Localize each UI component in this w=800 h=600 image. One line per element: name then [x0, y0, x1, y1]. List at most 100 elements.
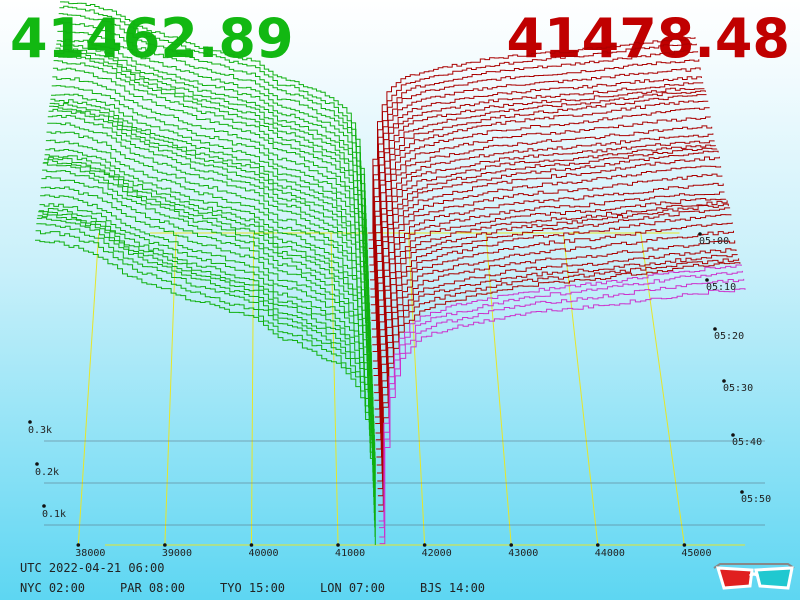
time-tick-marker [713, 327, 717, 331]
x-tick-label: 41000 [335, 548, 365, 559]
ask-depth-line [378, 258, 740, 506]
ask-depth-line [370, 90, 706, 298]
time-tick-marker [705, 278, 709, 282]
time-tick-marker [722, 379, 726, 383]
bid-depth-line [47, 115, 371, 385]
ask-depth-line [375, 203, 729, 441]
ask-depth-line [378, 262, 741, 512]
time-tick-label: 05:50 [741, 494, 771, 505]
bid-depth-line [50, 98, 369, 352]
bid-depth-line [56, 38, 367, 273]
bid-depth-line [55, 47, 367, 289]
x-tick-label: 42000 [422, 548, 452, 559]
ask-depth-line [375, 200, 728, 434]
bid-depth-line [43, 159, 373, 440]
bid-depth-line [41, 176, 373, 465]
ask-depth-line [376, 207, 731, 450]
x-tick-label: 45000 [681, 548, 711, 559]
bid-depth-line [51, 85, 369, 337]
bid-depth-line [35, 239, 376, 545]
ask-depth-line [370, 82, 704, 281]
bid-depth-line [38, 211, 375, 505]
grid-line-x [164, 232, 177, 546]
ask-depth-line [369, 59, 700, 258]
bid-depth-line [47, 122, 371, 393]
x-tick-marker [422, 543, 427, 547]
ask-depth-line [376, 222, 733, 466]
bid-depth-line [38, 208, 375, 497]
bid-depth-line [60, 1, 365, 233]
ask-depth-line [373, 150, 719, 376]
ask-surface [368, 37, 746, 545]
bid-depth-line [52, 67, 368, 321]
bid-depth-line [54, 55, 368, 304]
grid-line-x [485, 232, 512, 546]
x-tick-marker [509, 543, 514, 547]
ask-depth-line [371, 100, 709, 314]
z-tick-label: 0.3k [28, 425, 52, 436]
ask-depth-line [373, 156, 720, 386]
ask-depth-line [371, 116, 711, 330]
z-tick-marker [35, 462, 39, 466]
bid-depth-line [51, 93, 369, 345]
bid-depth-line [56, 43, 367, 281]
x-tick-marker [336, 543, 340, 547]
x-tick-label: 38000 [75, 548, 105, 559]
x-tick-marker [596, 543, 600, 547]
ask-depth-line [375, 198, 727, 424]
timezone-nyc: NYC 02:00 [20, 581, 86, 595]
bid-depth-line [48, 108, 370, 376]
grid-layer [44, 232, 765, 546]
ask-depth-line [379, 270, 743, 529]
bid-depth-line [36, 223, 376, 528]
bid-depth-line [49, 105, 370, 369]
ask-depth-line [374, 182, 724, 410]
bid-depth-line [42, 162, 373, 448]
3d-glasses-icon[interactable] [712, 558, 796, 594]
bid-depth-line [49, 102, 370, 361]
time-tick-marker [740, 490, 744, 494]
timezone-bjs: BJS 14:00 [420, 581, 486, 595]
z-tick-label: 0.1k [42, 509, 66, 520]
ask-depth-line [377, 240, 736, 482]
bid-depth-line [40, 186, 374, 473]
ask-depth-line [377, 248, 737, 490]
time-tick-label: 05:20 [714, 331, 744, 342]
bid-depth-line [42, 169, 373, 457]
z-tick-label: 0.2k [35, 467, 59, 478]
bid-depth-line [36, 217, 375, 521]
time-tick-marker [698, 232, 702, 236]
ask-depth-line [370, 94, 707, 306]
ask-depth-line [372, 144, 716, 362]
bid-depth-line [37, 214, 375, 513]
time-tick-label: 05:30 [723, 383, 753, 394]
grid-line-x [77, 232, 100, 546]
axis-layer: 38000 39000 40000 41000 42000 43000 44000 45000… [28, 232, 771, 559]
bid-depth-line [57, 30, 366, 265]
bid-depth-line [54, 51, 368, 296]
utc-time-label: UTC 2022-04-21 06:00 [20, 561, 165, 575]
bid-depth-line [52, 76, 369, 329]
ask-depth-line [368, 50, 699, 249]
z-tick-marker [42, 504, 46, 508]
ask-depth-line [374, 191, 725, 418]
bid-depth-line [44, 154, 372, 425]
bid-depth-line [44, 156, 372, 433]
bid-depth-line [45, 139, 371, 409]
x-tick-marker [682, 543, 687, 547]
ask-depth-line [374, 165, 722, 394]
ask-depth-line [369, 76, 702, 273]
time-tick-label: 05:40 [732, 437, 762, 448]
ask-depth-line [379, 288, 746, 545]
bid-depth-line [35, 230, 376, 537]
ask-depth-line [371, 107, 710, 321]
ask-depth-line [374, 173, 723, 401]
x-tick-label: 39000 [162, 548, 192, 559]
z-tick-marker [28, 420, 32, 424]
time-tick-label: 05:10 [706, 282, 736, 293]
ask-depth-line [372, 133, 714, 346]
x-tick-marker [249, 543, 254, 547]
ask-depth-line [373, 147, 718, 369]
time-tick-marker [731, 433, 735, 437]
